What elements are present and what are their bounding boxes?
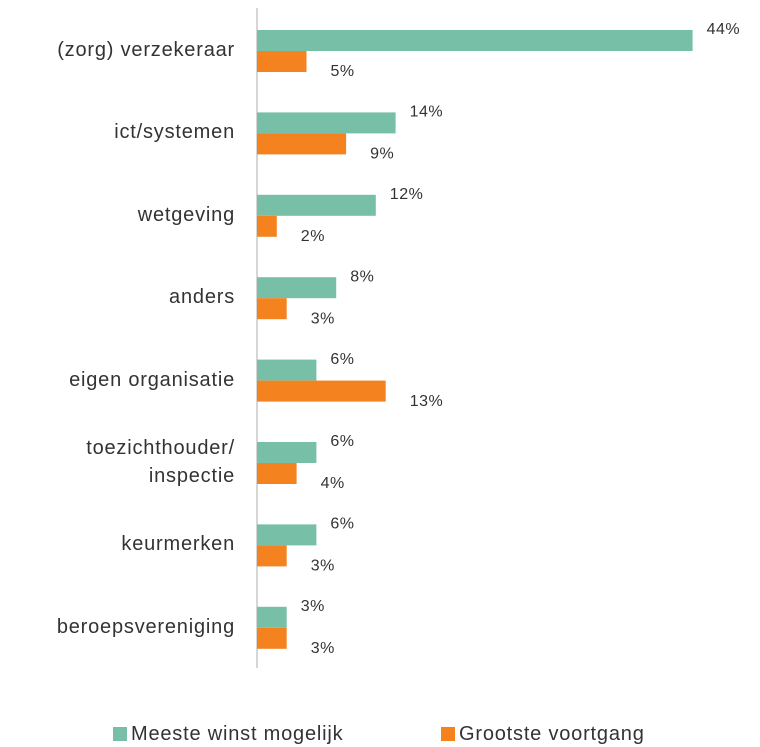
bar [257, 277, 337, 299]
data-label: 44% [707, 21, 741, 38]
data-label: 6% [330, 351, 354, 368]
bar [257, 215, 277, 237]
legend-item: Grootste voortgang [441, 720, 645, 747]
data-label: 2% [301, 228, 325, 245]
bar [257, 112, 396, 134]
category-label: ict/systemen [114, 121, 235, 144]
category-label: eigen organisatie [69, 368, 235, 391]
data-label: 12% [390, 186, 424, 203]
category-label: wetgeving [137, 203, 235, 226]
bar [257, 133, 347, 155]
bar [257, 442, 317, 463]
legend-item: Meeste winst mogelijk [113, 720, 343, 747]
legend-swatch [441, 727, 455, 741]
bar [257, 380, 386, 402]
bar [257, 30, 693, 51]
data-label: 9% [370, 146, 394, 163]
data-label: 5% [331, 63, 355, 80]
data-label: 3% [311, 310, 335, 327]
data-label: 3% [301, 598, 325, 615]
data-label: 6% [330, 433, 354, 450]
category-label: (zorg) verzekeraar [57, 39, 235, 61]
bar [257, 359, 317, 381]
bar [257, 51, 307, 72]
data-label: 13% [410, 393, 444, 410]
legend-label: Grootste voortgang [459, 722, 645, 745]
data-label: 14% [410, 104, 444, 121]
data-label: 4% [321, 475, 345, 492]
bar [257, 298, 287, 320]
data-label: 6% [330, 516, 354, 533]
bar [257, 463, 297, 484]
category-label: beroepsvereniging [56, 615, 235, 638]
legend-label: Meeste winst mogelijk [131, 722, 344, 745]
legend-swatch [113, 727, 127, 741]
category-label: anders [169, 286, 235, 309]
bar [257, 606, 287, 628]
category-label: keurmerken [121, 533, 235, 556]
data-label: 8% [350, 268, 374, 285]
data-label: 3% [311, 558, 335, 575]
bar [257, 524, 317, 546]
data-label: 3% [311, 640, 335, 657]
bar [257, 194, 376, 216]
category-label: toezichthouder/ inspectie [86, 437, 235, 487]
bar [257, 627, 287, 649]
bar [257, 545, 287, 567]
